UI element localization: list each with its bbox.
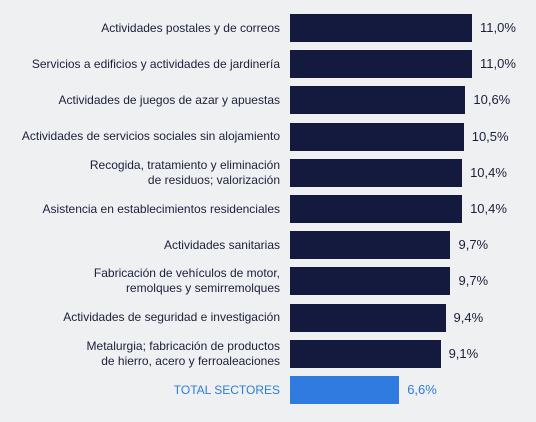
value-label: 10,4% — [470, 164, 507, 180]
category-label-line: Asistencia en establecimientos residenci… — [42, 201, 280, 216]
category-label-line: Actividades de seguridad e investigación — [63, 310, 280, 325]
value-label: 9,7% — [458, 237, 489, 253]
category-label: Recogida, tratamiento y eliminación de re… — [0, 158, 280, 188]
category-label: TOTAL SECTORES — [0, 383, 280, 398]
bar — [290, 86, 466, 115]
value-label: 10,6% — [473, 92, 511, 108]
category-label-line: Actividades de servicios sociales sin al… — [21, 129, 280, 144]
value-label: 11,0% — [480, 20, 516, 35]
category-label: Actividades sanitarias — [0, 238, 280, 253]
bar — [290, 158, 463, 187]
category-label-line: de hierro, acero y ferroaleaciones — [101, 353, 280, 368]
category-label: Actividades de servicios sociales sin al… — [0, 129, 280, 144]
category-label-line: TOTAL SECTORES — [173, 382, 280, 397]
bar — [290, 50, 472, 79]
bar — [290, 122, 464, 151]
category-label: Actividades postales y de correos — [0, 21, 280, 36]
category-label: Actividades de juegos de azar y apuestas — [0, 93, 280, 108]
value-label: 10,4% — [470, 201, 507, 216]
category-label-line: Actividades de juegos de azar y apuestas — [58, 92, 280, 107]
category-label-line: Actividades sanitarias — [163, 237, 280, 252]
category-label: Fabricación de vehículos de motor, remolq… — [0, 266, 280, 296]
value-label: 11,0% — [480, 56, 516, 72]
bar — [290, 339, 441, 368]
value-label: 9,7% — [458, 273, 489, 289]
value-label: 6,6% — [407, 382, 437, 397]
category-label: Metalurgia; fabricación de productos de h… — [0, 339, 280, 369]
bar — [290, 231, 451, 260]
category-label: Servicios a edificios y actividades de j… — [0, 57, 280, 72]
category-label-line: Metalurgia; fabricación de productos — [86, 338, 280, 353]
category-label: Actividades de seguridad e investigación — [0, 310, 280, 325]
bar — [290, 195, 463, 223]
category-label-line: remolques y semirremolques — [125, 281, 280, 296]
value-label: 9,4% — [453, 309, 484, 325]
bar — [290, 14, 472, 42]
value-label: 10,5% — [471, 128, 509, 144]
total-bar — [290, 376, 400, 404]
category-label-line: de residuos; valorización — [147, 172, 280, 187]
category-label-line: Servicios a edificios y actividades de j… — [31, 56, 280, 71]
category-label: Asistencia en establecimientos residenci… — [0, 202, 280, 217]
category-label-line: Fabricación de vehículos de motor, — [93, 266, 280, 281]
value-label: 9,1% — [448, 345, 479, 361]
bar — [290, 303, 446, 332]
bar — [290, 267, 451, 296]
category-label-line: Actividades postales y de correos — [101, 20, 280, 35]
category-label-line: Recogida, tratamiento y eliminación — [89, 157, 280, 172]
